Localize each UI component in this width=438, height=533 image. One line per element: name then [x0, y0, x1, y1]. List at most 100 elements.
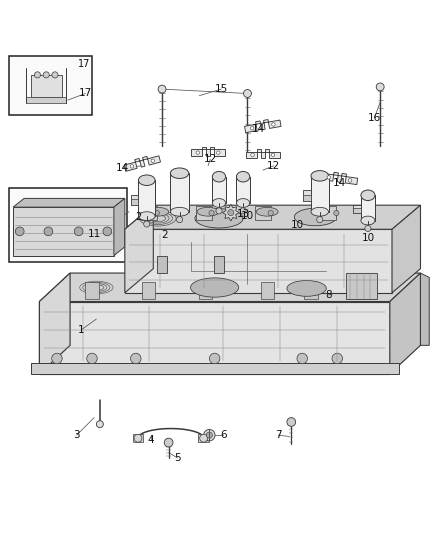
- Polygon shape: [39, 273, 70, 374]
- Bar: [157, 255, 167, 273]
- Circle shape: [74, 227, 83, 236]
- Bar: [261, 282, 274, 300]
- Bar: [237, 177, 250, 203]
- Ellipse shape: [212, 172, 226, 182]
- Polygon shape: [13, 198, 125, 207]
- Circle shape: [44, 227, 53, 236]
- Bar: [346, 273, 377, 300]
- Bar: [141, 206, 157, 220]
- Bar: [196, 206, 212, 220]
- Circle shape: [15, 227, 24, 236]
- Text: 11: 11: [88, 229, 101, 239]
- Text: 2: 2: [161, 230, 168, 239]
- Circle shape: [376, 83, 384, 91]
- Circle shape: [134, 434, 142, 442]
- Ellipse shape: [212, 199, 226, 207]
- Ellipse shape: [361, 216, 375, 225]
- Text: 12: 12: [204, 154, 217, 164]
- Circle shape: [144, 221, 150, 227]
- Polygon shape: [246, 149, 280, 158]
- Bar: [353, 208, 361, 213]
- Circle shape: [52, 72, 58, 78]
- Bar: [353, 205, 361, 213]
- Polygon shape: [125, 229, 392, 293]
- Bar: [199, 282, 212, 300]
- Ellipse shape: [256, 207, 278, 216]
- Polygon shape: [124, 156, 161, 171]
- Circle shape: [348, 179, 352, 182]
- Polygon shape: [244, 119, 281, 133]
- Text: 14: 14: [116, 163, 129, 173]
- Ellipse shape: [170, 207, 189, 216]
- Polygon shape: [39, 273, 420, 302]
- Ellipse shape: [237, 199, 250, 207]
- Bar: [9, 188, 127, 262]
- Bar: [255, 206, 271, 220]
- Circle shape: [43, 72, 49, 78]
- Ellipse shape: [138, 212, 155, 221]
- Polygon shape: [27, 97, 66, 103]
- Circle shape: [332, 353, 343, 364]
- Text: 16: 16: [368, 112, 381, 123]
- Bar: [9, 56, 92, 115]
- Bar: [85, 282, 99, 300]
- Ellipse shape: [268, 211, 273, 216]
- Polygon shape: [191, 147, 225, 156]
- Text: 5: 5: [174, 453, 181, 463]
- Ellipse shape: [361, 190, 375, 200]
- Polygon shape: [321, 172, 358, 184]
- Ellipse shape: [138, 175, 155, 185]
- Bar: [131, 199, 138, 205]
- Text: 6: 6: [220, 430, 227, 440]
- Text: 10: 10: [241, 211, 254, 221]
- Text: 17: 17: [78, 59, 90, 69]
- Text: 15: 15: [215, 84, 228, 94]
- Text: 17: 17: [79, 88, 92, 99]
- Polygon shape: [31, 363, 399, 374]
- Bar: [311, 176, 328, 212]
- Ellipse shape: [311, 171, 328, 181]
- Circle shape: [158, 85, 166, 93]
- Ellipse shape: [287, 280, 326, 296]
- Circle shape: [131, 353, 141, 364]
- Circle shape: [216, 151, 220, 155]
- Circle shape: [317, 216, 323, 223]
- Polygon shape: [39, 302, 390, 374]
- Circle shape: [200, 434, 208, 442]
- Bar: [304, 282, 318, 300]
- Circle shape: [196, 151, 200, 155]
- Bar: [212, 177, 226, 203]
- Circle shape: [206, 432, 212, 438]
- Bar: [138, 180, 155, 216]
- Circle shape: [177, 216, 183, 223]
- Text: 2: 2: [135, 213, 141, 222]
- Ellipse shape: [311, 207, 328, 216]
- Circle shape: [327, 176, 331, 179]
- Circle shape: [272, 123, 275, 126]
- Polygon shape: [390, 273, 420, 374]
- Circle shape: [287, 418, 296, 426]
- Bar: [142, 282, 155, 300]
- Bar: [303, 195, 311, 201]
- Circle shape: [209, 353, 220, 364]
- Circle shape: [164, 438, 173, 447]
- Circle shape: [204, 430, 215, 441]
- Polygon shape: [114, 198, 125, 255]
- Text: 10: 10: [291, 220, 304, 230]
- Text: 7: 7: [275, 430, 282, 440]
- Bar: [361, 195, 375, 221]
- Ellipse shape: [147, 207, 169, 216]
- Circle shape: [271, 153, 275, 157]
- Ellipse shape: [154, 211, 159, 216]
- Ellipse shape: [209, 211, 214, 216]
- Ellipse shape: [294, 208, 336, 226]
- Ellipse shape: [334, 211, 339, 216]
- Text: 3: 3: [73, 430, 80, 440]
- Circle shape: [251, 153, 254, 157]
- Circle shape: [151, 159, 155, 163]
- Circle shape: [34, 72, 41, 78]
- Circle shape: [130, 165, 134, 168]
- Text: 13: 13: [237, 209, 250, 219]
- Circle shape: [240, 208, 246, 214]
- Circle shape: [96, 421, 103, 427]
